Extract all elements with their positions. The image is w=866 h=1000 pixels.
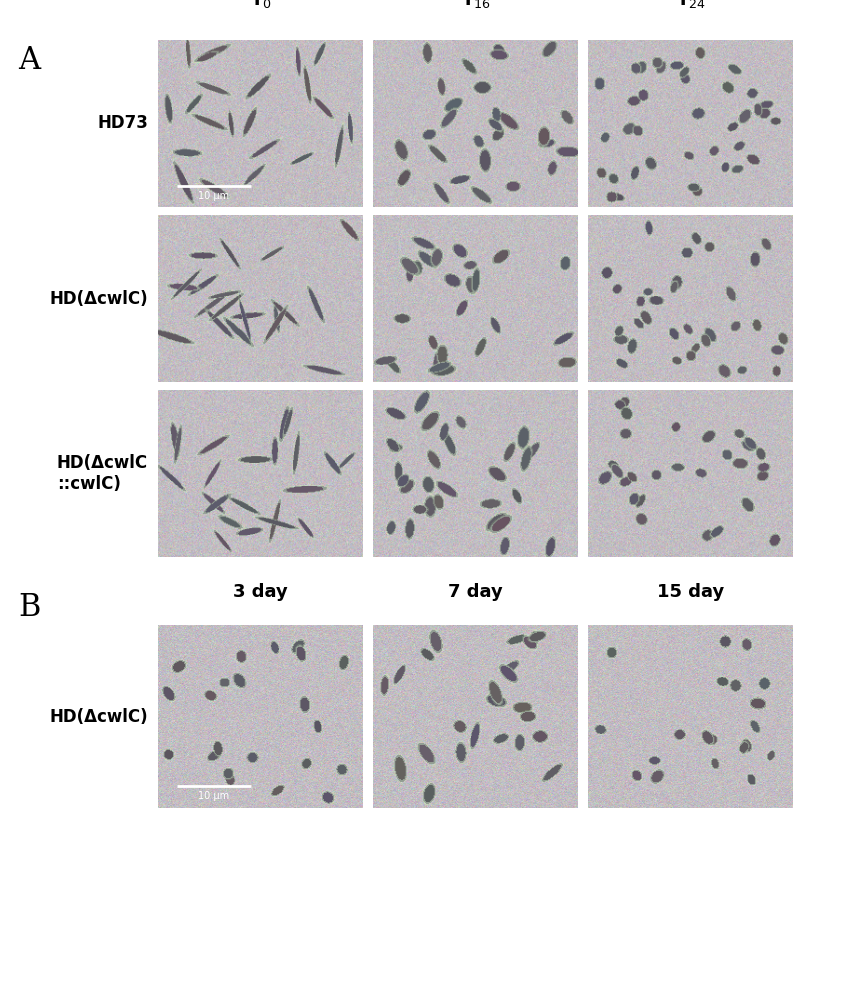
Text: 15 day: 15 day <box>657 583 724 601</box>
Text: T$_{16}$: T$_{16}$ <box>461 0 490 10</box>
Text: 10 μm: 10 μm <box>198 191 229 201</box>
Text: 10 μm: 10 μm <box>198 791 229 801</box>
Text: HD(ΔcwlC
::cwlC): HD(ΔcwlC ::cwlC) <box>57 454 148 493</box>
Text: B: B <box>18 592 41 623</box>
Text: 3 day: 3 day <box>233 583 288 601</box>
Text: HD(ΔcwlC): HD(ΔcwlC) <box>49 708 148 726</box>
Text: T$_0$: T$_0$ <box>249 0 271 10</box>
Text: HD(ΔcwlC): HD(ΔcwlC) <box>49 290 148 308</box>
Text: HD73: HD73 <box>97 114 148 132</box>
Text: 7 day: 7 day <box>448 583 503 601</box>
Text: A: A <box>18 45 40 76</box>
Text: T$_{24}$: T$_{24}$ <box>675 0 706 10</box>
